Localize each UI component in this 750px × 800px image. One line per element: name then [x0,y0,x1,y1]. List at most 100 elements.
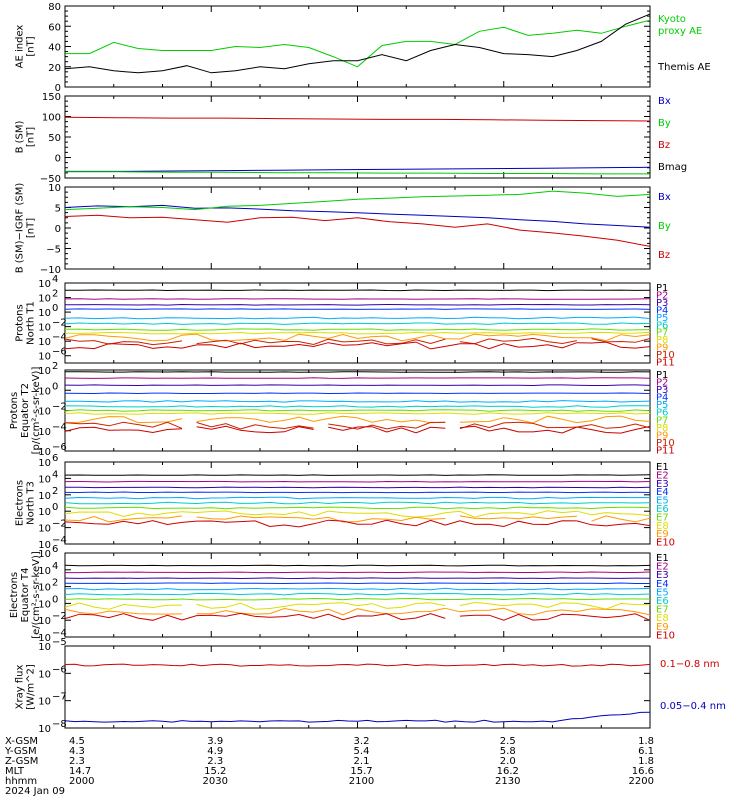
y-tick-exponent: 6 [52,453,58,464]
ephemeris-value: 3.2 [354,736,370,747]
y-tick-label: −50 [40,174,61,185]
panel-8: Xray flux [W/m^2]10−810−710−610 −50.1−0.8 … [15,637,726,735]
ephemeris-value: 4.9 [207,746,223,757]
y-tick-exponent: −4 [52,422,67,433]
series-line [65,171,650,175]
channel-label: P3 [656,385,668,396]
channel-label: P10 [656,438,675,449]
y-tick-exponent: −7 [52,692,67,703]
y-tick-label: 40 [48,43,61,54]
channel-label: E6 [656,504,669,515]
ephemeris-value: 15.2 [204,766,226,777]
channel-label: E9 [656,622,669,633]
channel-line [445,333,577,340]
channel-line [313,333,446,342]
y-tick-exponent: −4 [52,535,67,546]
y-tick-label: 10 [38,458,51,469]
legend-label: Bz [658,140,670,151]
channel-line [196,339,314,345]
channel-label: P2 [656,378,668,389]
channel-line [459,415,578,424]
channel-label: E8 [656,613,669,624]
channel-line [64,608,183,615]
channel-line [64,392,651,395]
channel-line [576,608,651,616]
channel-line [576,613,651,621]
channel-line [65,571,651,574]
legend-label: Bmag [658,162,687,173]
y-tick-label: 10 [38,540,51,551]
channel-line [459,613,577,621]
legend-label: By [658,221,671,232]
channel-line [591,338,651,343]
channel-label: E4 [656,487,669,498]
channel-line [181,342,314,349]
panel-2: B (SM) [nT] −50 0 50 100 150 Bx By Bz Bmag [15,92,688,185]
series-line [65,19,651,68]
channel-label: E10 [656,630,675,641]
y-tick-label: 10 [38,407,51,418]
y-tick-label: 10 [38,491,51,502]
y-axis-label: B (SM)−IGRF (SM) [15,183,26,274]
series-line [65,166,651,172]
channel-label: P8 [656,335,668,346]
y-axis-label: Equator T2 [20,383,31,438]
y-tick-label: 10 [38,599,51,610]
series-line [64,190,651,211]
y-axis-label: North T3 [26,481,37,525]
channel-line [445,607,577,616]
channel-line [64,582,650,585]
y-tick-label: 10 [38,279,51,290]
y-tick-label: 80 [48,2,61,13]
y-tick-exponent: 0 [52,303,58,314]
channel-line [64,409,651,412]
channel-line [196,416,314,423]
channel-line [64,480,651,483]
y-axis-label: Xray flux [15,665,26,710]
legend-label: 0.1−0.8 nm [660,659,719,670]
channel-line [64,496,650,500]
channel-line [64,511,183,518]
channel-line [181,612,314,621]
channel-line [459,421,577,430]
channel-line [576,341,651,349]
ephemeris-value: 1.8 [638,736,654,747]
channel-line [576,602,651,610]
channel-label: P1 [656,370,668,381]
channel-label: E3 [656,570,669,581]
channel-line [64,308,651,310]
ephemeris-value: 5.4 [354,746,370,757]
legend-label: Bx [658,96,671,107]
y-axis-label: North T1 [26,301,37,345]
channel-line [64,328,651,331]
channel-line [196,602,314,610]
channel-line [576,520,651,527]
channel-line [64,587,651,591]
panel-frame [64,95,651,179]
channel-line [65,371,651,373]
ephemeris-value: 2030 [203,776,228,787]
channel-line [445,520,577,528]
y-axis-label: [p/(cm²-s-sr-keV)] [31,367,42,455]
channel-line [64,322,651,325]
y-tick-exponent: 0 [52,594,58,605]
channel-label: E5 [656,496,669,507]
channel-line [65,400,651,403]
channel-line [64,592,651,596]
y-tick-label: 10 [38,583,51,594]
xray-line [64,663,651,667]
xray-line [64,711,651,723]
ephemeris-value: 2.3 [69,756,85,767]
y-tick-label: 0 [55,224,61,235]
ephemeris-value: 14.7 [69,766,91,777]
y-tick-exponent: 4 [52,561,58,572]
legend-label: Themis AE [657,62,711,73]
channel-line [576,423,651,429]
y-tick-label: 10 [38,507,51,518]
y-axis-label: [W/m^2] [26,664,37,710]
ephemeris-label: Z-GSM [5,756,38,767]
channel-line [64,613,183,621]
y-tick-exponent: −2 [52,402,67,413]
